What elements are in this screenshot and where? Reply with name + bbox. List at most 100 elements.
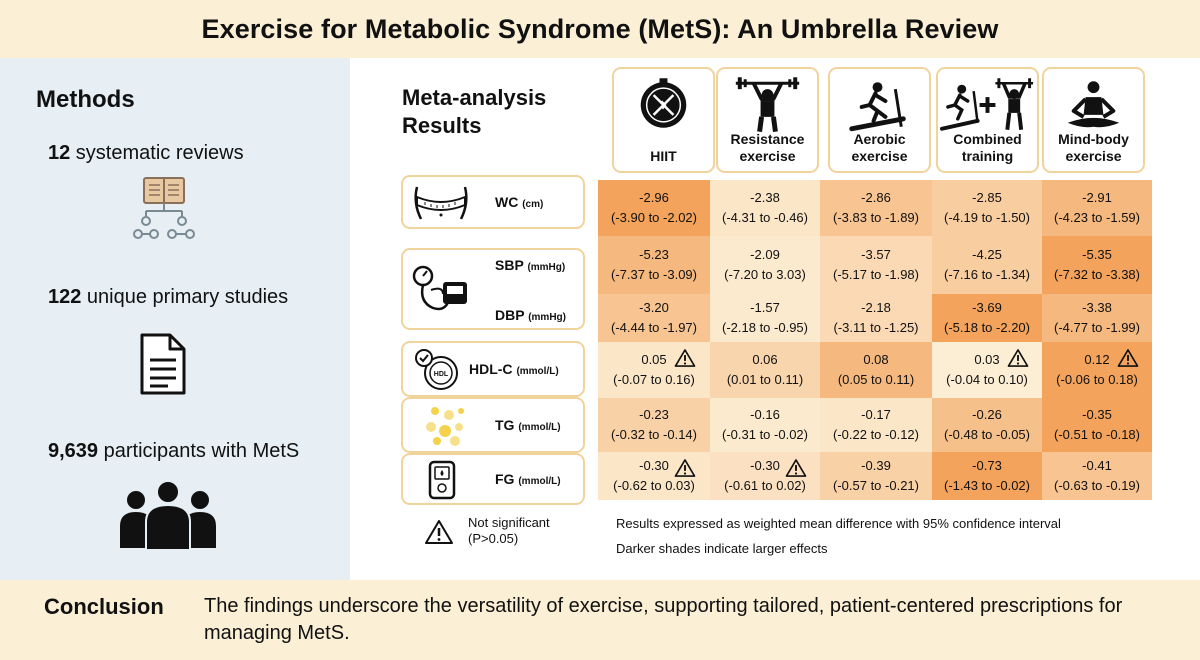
column-header-resistance: Resistance exercise (716, 67, 819, 173)
cell-ci: (-4.77 to -1.99) (1054, 320, 1140, 335)
cell-ci: (-7.32 to -3.38) (1054, 267, 1140, 282)
heatmap-cell-dbp-4: -3.69 (-5.18 to -2.20) (932, 294, 1042, 342)
label-line1: Aerobic (853, 131, 906, 147)
stat-systematic-reviews: 12 systematic reviews (48, 142, 244, 165)
heatmap-cell-wc-2: -2.38 (-4.31 to -0.46) (710, 180, 820, 236)
cell-ci: (-0.57 to -0.21) (833, 478, 919, 493)
cell-ci: (0.05 to 0.11) (837, 372, 915, 387)
outcome-name: HDL-C (469, 361, 513, 377)
cell-ci: (-4.44 to -1.97) (611, 320, 697, 335)
cell-ci: (-0.32 to -0.14) (611, 427, 697, 442)
cell-value: -2.18 (861, 300, 891, 315)
cell-value: -2.38 (750, 190, 780, 205)
outcome-unit: (mmol/L) (518, 422, 561, 433)
outcome-name: FG (495, 471, 515, 487)
cell-value: -5.35 (1082, 247, 1112, 262)
book-network-icon (133, 177, 195, 239)
column-header-label: Resistance exercise (718, 131, 817, 165)
heatmap-cell-sbp-1: -5.23 (-7.37 to -3.09) (598, 236, 710, 294)
cell-ci: (-4.19 to -1.50) (944, 210, 1030, 225)
cell-ci: (-0.31 to -0.02) (722, 427, 808, 442)
methods-heading: Methods (36, 86, 135, 113)
cell-value: -4.25 (972, 247, 1002, 262)
label-line1: HIIT (650, 148, 677, 164)
conclusion-panel: Conclusion The findings underscore the v… (0, 580, 1200, 660)
outcome-label-sbp: SBP (mmHg) (495, 257, 565, 273)
cell-ci: (-4.23 to -1.59) (1054, 210, 1140, 225)
cell-ci: (-5.18 to -2.20) (944, 320, 1030, 335)
label-line1: Combined (953, 131, 1022, 147)
meditation-icon (1067, 81, 1120, 128)
not-significant-icon (674, 459, 696, 477)
heatmap-cell-dbp-3: -2.18 (-3.11 to -1.25) (820, 294, 932, 342)
column-header-label: Mind-body exercise (1044, 131, 1143, 165)
cell-value: -0.23 (639, 407, 669, 422)
heatmap-cell-sbp-4: -4.25 (-7.16 to -1.34) (932, 236, 1042, 294)
heatmap-cell-wc-1: -2.96 (-3.90 to -2.02) (598, 180, 710, 236)
cell-value: -2.09 (750, 247, 780, 262)
heatmap-cell-hdl-1: 0.05 (-0.07 to 0.16) (598, 342, 710, 398)
heatmap-cell-tg-5: -0.35 (-0.51 to -0.18) (1042, 398, 1152, 452)
cell-value: -5.23 (639, 247, 669, 262)
outcome-unit: (mmHg) (527, 262, 566, 273)
outcome-name: WC (495, 194, 519, 210)
cell-ci: (-0.07 to 0.16) (613, 372, 695, 387)
barbell-lifter-icon (735, 77, 800, 133)
stat-number: 12 (48, 142, 71, 164)
column-header-combined: Combined training (936, 67, 1039, 173)
cell-ci: (0.01 to 0.11) (726, 372, 804, 387)
column-header-label: HIIT (614, 148, 713, 165)
label-line2: training (961, 148, 1014, 164)
row-header-bp: SBP (mmHg) DBP (mmHg) (401, 248, 585, 330)
heatmap-cell-fg-5: -0.41 (-0.63 to -0.19) (1042, 452, 1152, 500)
label-line1: Resistance (730, 131, 805, 147)
cell-ci: (-5.17 to -1.98) (833, 267, 919, 282)
legend-note-wmd: Results expressed as weighted mean diffe… (616, 516, 1061, 531)
combined-training-icon (939, 78, 1034, 131)
outcome-label-dbp: DBP (mmHg) (495, 307, 566, 323)
cell-ci: (-0.06 to 0.18) (1056, 372, 1138, 387)
heatmap-cell-hdl-3: 0.08 (0.05 to 0.11) (820, 342, 932, 398)
blood-pressure-icon (412, 265, 467, 311)
heatmap-cell-hdl-2: 0.06 (0.01 to 0.11) (710, 342, 820, 398)
heatmap-cell-sbp-5: -5.35 (-7.32 to -3.38) (1042, 236, 1152, 294)
cell-value: 0.06 (752, 352, 778, 367)
document-icon (140, 333, 186, 395)
heatmap-cell-dbp-5: -3.38 (-4.77 to -1.99) (1042, 294, 1152, 342)
outcome-name: TG (495, 417, 515, 433)
not-significant-icon (785, 459, 807, 477)
label-line2: exercise (1065, 148, 1122, 164)
label-line1: Mind-body (1058, 131, 1129, 147)
legend-note-shades: Darker shades indicate larger effects (616, 541, 828, 556)
cell-value: -0.17 (861, 407, 891, 422)
cell-ci: (-0.61 to 0.02) (724, 478, 806, 493)
not-significant-icon (1007, 349, 1029, 367)
cell-ci: (-0.51 to -0.18) (1054, 427, 1140, 442)
heatmap-cell-fg-1: -0.30 (-0.62 to 0.03) (598, 452, 710, 500)
heatmap-cell-hdl-4: 0.03 (-0.04 to 0.10) (932, 342, 1042, 398)
svg-text:HDL: HDL (434, 371, 449, 378)
heatmap-cell-tg-3: -0.17 (-0.22 to -0.12) (820, 398, 932, 452)
cell-value: -3.38 (1082, 300, 1112, 315)
cell-ci: (-7.16 to -1.34) (944, 267, 1030, 282)
cell-value: -0.30 (639, 458, 669, 473)
outcome-name: DBP (495, 307, 525, 323)
conclusion-text: The findings underscore the versatility … (204, 595, 1123, 644)
stat-label: participants with MetS (98, 440, 300, 462)
heatmap-cell-fg-4: -0.73 (-1.43 to -0.02) (932, 452, 1042, 500)
heatmap-cell-dbp-1: -3.20 (-4.44 to -1.97) (598, 294, 710, 342)
heatmap-cell-tg-2: -0.16 (-0.31 to -0.02) (710, 398, 820, 452)
outcome-name: SBP (495, 257, 524, 273)
triglyceride-droplets-icon (426, 407, 464, 446)
cell-ci: (-3.83 to -1.89) (833, 210, 919, 225)
heatmap-cell-wc-4: -2.85 (-4.19 to -1.50) (932, 180, 1042, 236)
legend-not-significant: Not significant (P>0.05) (468, 515, 550, 547)
cell-value: -0.39 (861, 458, 891, 473)
cell-value: -0.16 (750, 407, 780, 422)
column-header-aerobic: Aerobic exercise (828, 67, 931, 173)
row-header-tg: TG (mmol/L) (401, 397, 585, 453)
row-header-fg: FG (mmol/L) (401, 453, 585, 505)
cell-value: -3.69 (972, 300, 1002, 315)
heatmap-cell-hdl-5: 0.12 (-0.06 to 0.18) (1042, 342, 1152, 398)
row-header-hdl: HDL HDL-C (mmol/L) (401, 341, 585, 397)
